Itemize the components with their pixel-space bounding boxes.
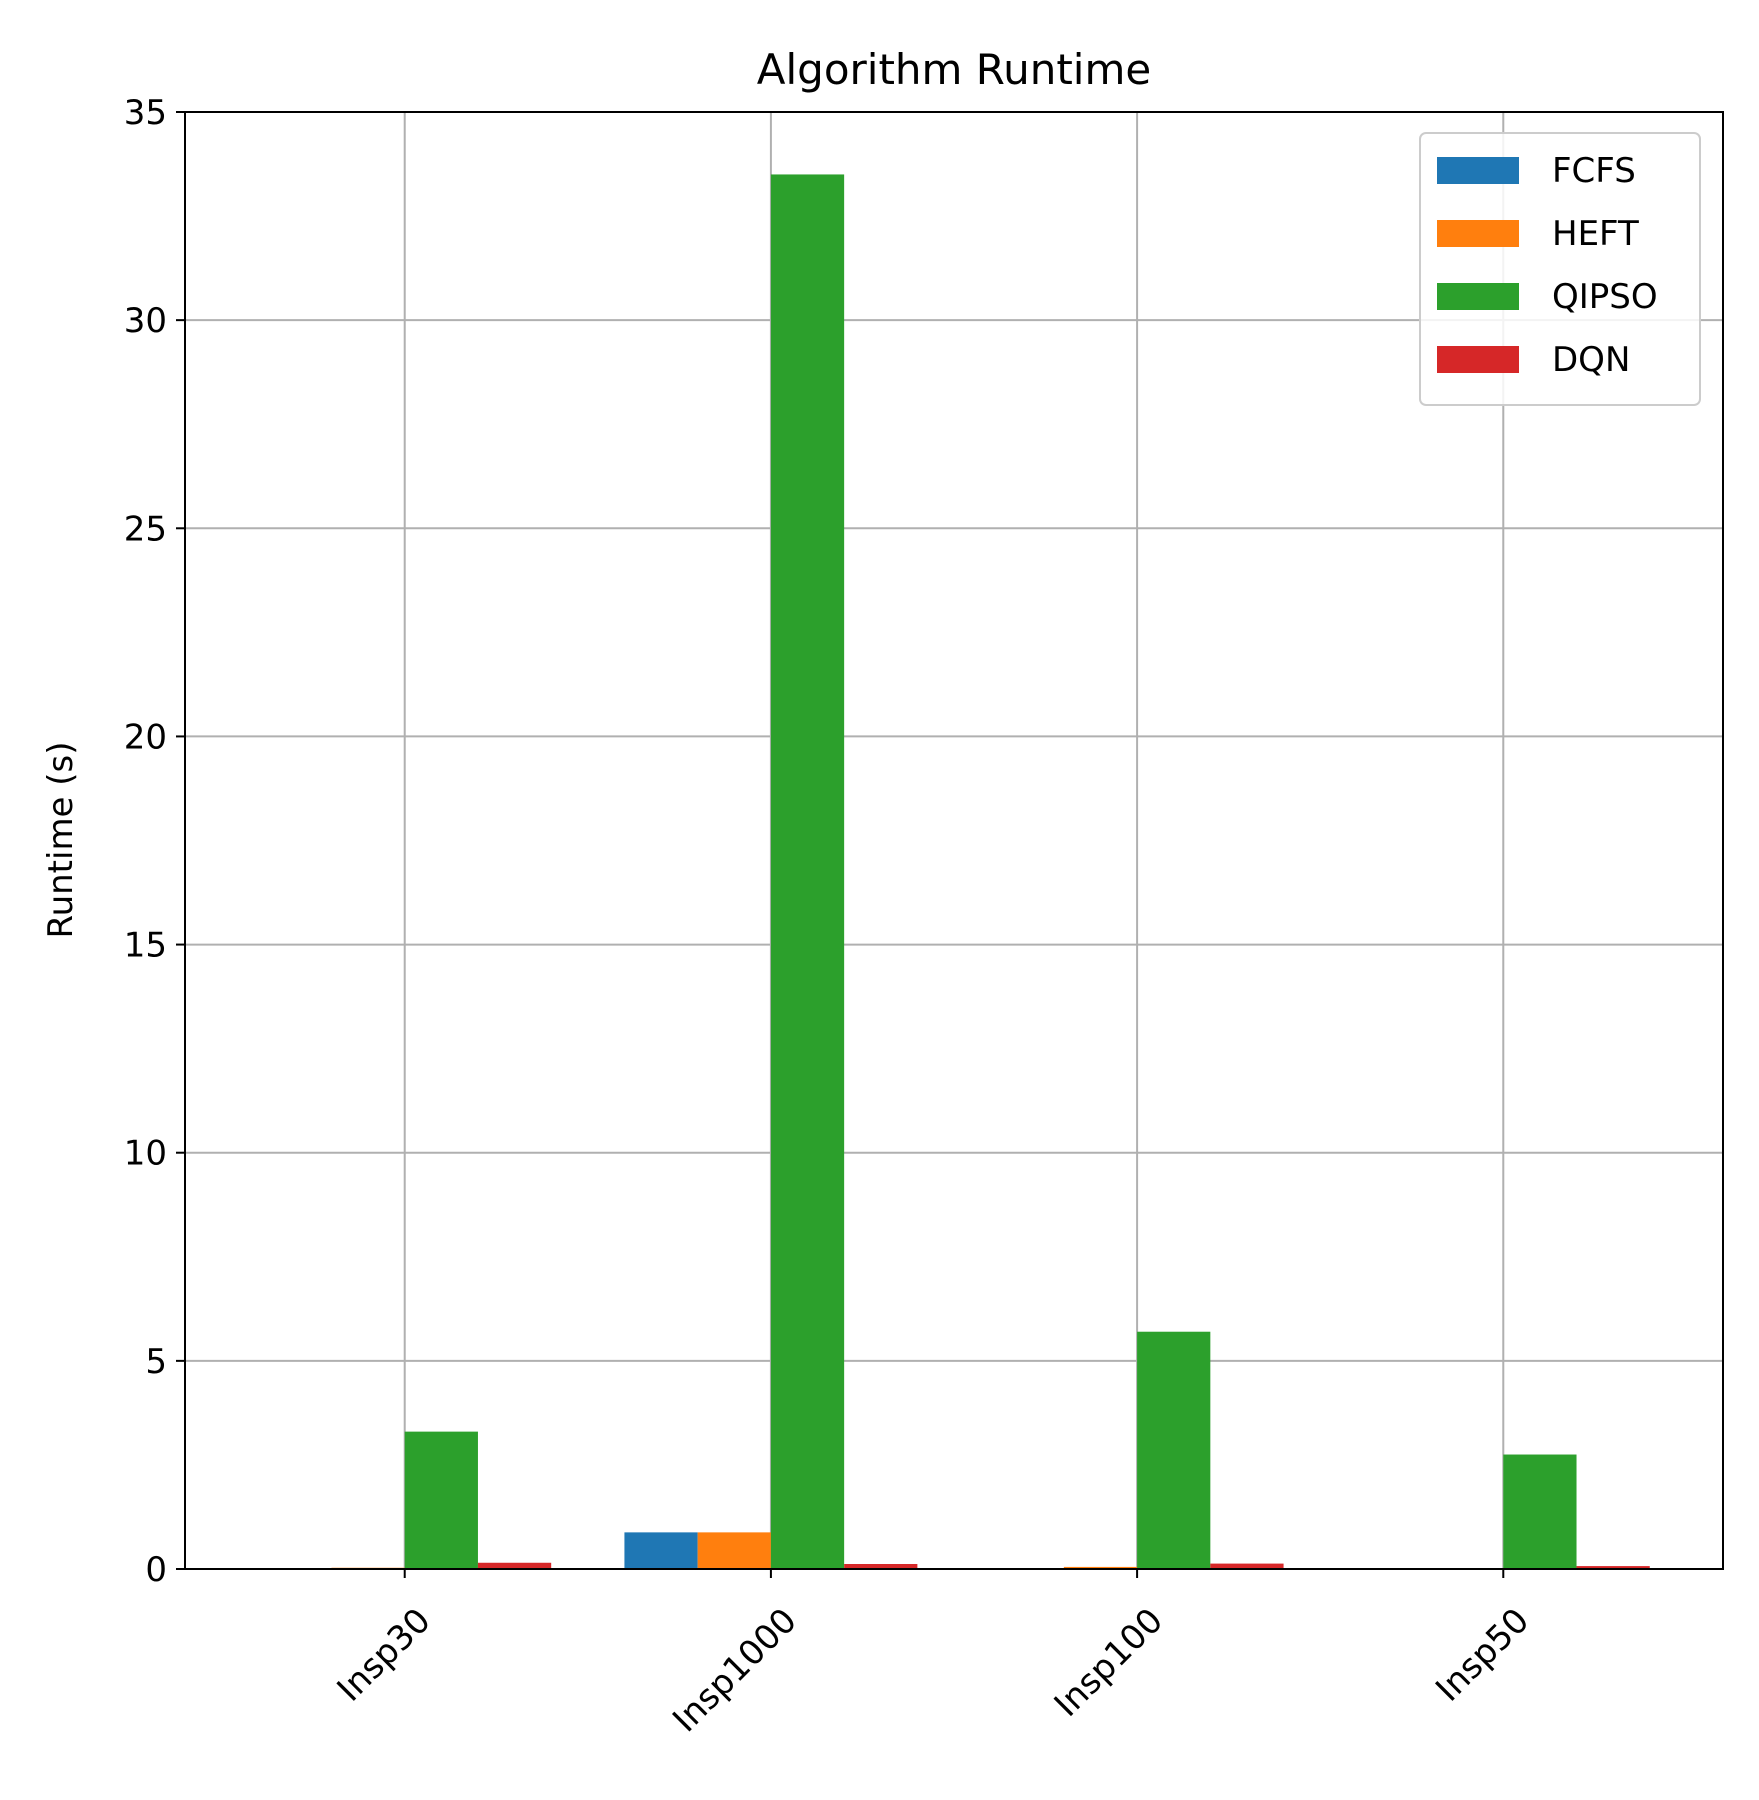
bar-qipso-insp50 bbox=[1503, 1454, 1577, 1569]
plot-frame bbox=[184, 111, 1724, 1570]
legend: FCFS HEFT QIPSO DQN bbox=[1419, 132, 1701, 406]
bar-dqn-insp100 bbox=[1210, 1563, 1284, 1569]
chart-title: Algorithm Runtime bbox=[757, 45, 1151, 94]
y-tick-label: 5 bbox=[145, 1342, 167, 1382]
y-axis-label: Runtime (s) bbox=[41, 741, 81, 938]
y-tick-label: 0 bbox=[145, 1550, 167, 1590]
legend-swatch-dqn bbox=[1437, 346, 1519, 373]
legend-label-heft: HEFT bbox=[1552, 214, 1639, 254]
bar-heft-insp1000 bbox=[697, 1532, 771, 1569]
legend-label-dqn: DQN bbox=[1552, 340, 1630, 380]
y-tick-label: 10 bbox=[124, 1134, 167, 1174]
legend-label-fcfs: FCFS bbox=[1552, 151, 1636, 191]
y-tick-label: 15 bbox=[124, 926, 167, 966]
y-tick-label: 35 bbox=[124, 93, 167, 133]
y-tick-label: 20 bbox=[124, 717, 167, 757]
y-axis: 0 5 10 15 20 25 30 35 bbox=[124, 93, 185, 1590]
legend-frame bbox=[1419, 132, 1701, 406]
y-tick-label: 25 bbox=[124, 509, 167, 549]
legend-swatch-fcfs bbox=[1437, 157, 1519, 184]
bar-qipso-insp30 bbox=[404, 1431, 478, 1569]
legend-swatch-qipso bbox=[1437, 283, 1519, 310]
bar-fcfs-insp1000 bbox=[624, 1532, 698, 1569]
bar-dqn-insp50 bbox=[1576, 1566, 1650, 1569]
legend-swatch-heft bbox=[1437, 220, 1519, 247]
bar-qipso-insp100 bbox=[1137, 1331, 1211, 1569]
bar-dqn-insp1000 bbox=[844, 1564, 918, 1569]
bar-qipso-insp1000 bbox=[770, 174, 845, 1569]
legend-label-qipso: QIPSO bbox=[1552, 277, 1658, 317]
y-tick-label: 30 bbox=[124, 301, 167, 341]
bar-dqn-insp30 bbox=[477, 1562, 552, 1569]
bar-heft-insp100 bbox=[1063, 1566, 1138, 1569]
